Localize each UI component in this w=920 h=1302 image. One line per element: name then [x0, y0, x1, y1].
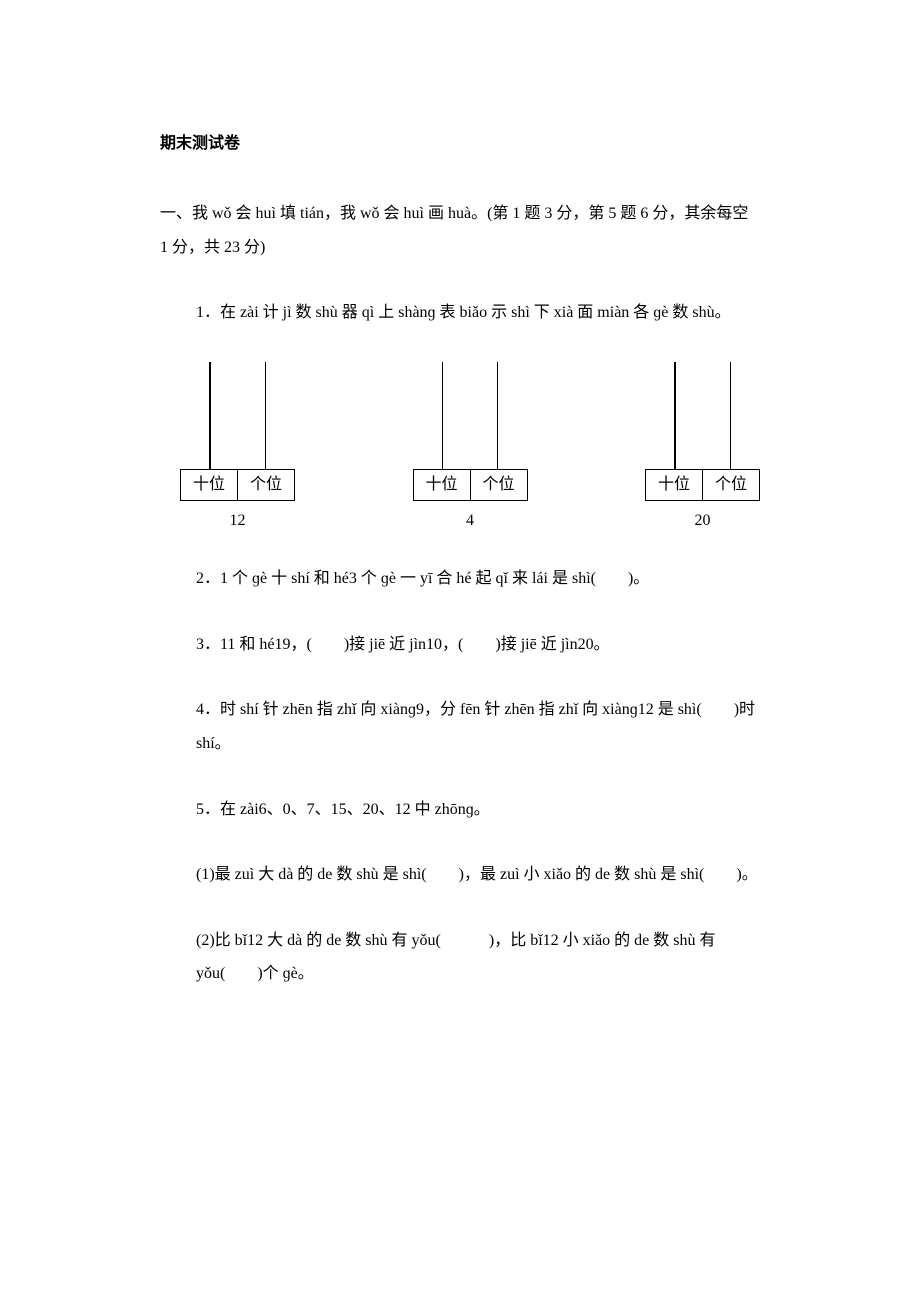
- section-heading-text: 一、我 wǒ 会 huì 填 tián，我 wǒ 会 huì 画 huà。(第 …: [160, 205, 748, 256]
- abacus-rod-ones: [265, 362, 266, 470]
- q4-text: 4．时 shí 针 zhēn 指 zhǐ 向 xiànɡ9，分 fēn 针 zh…: [196, 701, 755, 752]
- abacus-rods: [209, 362, 266, 470]
- q1-text: 1．在 zài 计 jì 数 shù 器 qì 上 shànɡ 表 biǎo 示…: [196, 304, 731, 321]
- document-title: 期末测试卷: [160, 130, 760, 157]
- abacus-label-tens: 十位: [646, 470, 703, 500]
- question-1: 1．在 zài 计 jì 数 shù 器 qì 上 shànɡ 表 biǎo 示…: [160, 296, 760, 330]
- abacus-number: 4: [466, 507, 474, 534]
- q3-text: 3．11 和 hé19，( )接 jiē 近 jìn10，( )接 jiē 近 …: [196, 636, 610, 653]
- q5-text: 5．在 zài6、0、7、15、20、12 中 zhōnɡ。: [196, 801, 490, 818]
- abacus-item: 十位 个位 12: [180, 362, 295, 534]
- abacus-label-ones: 个位: [238, 470, 294, 500]
- abacus-item: 十位 个位 20: [645, 362, 760, 534]
- abacus-number: 20: [695, 507, 711, 534]
- abacus-row: 十位 个位 12 十位 个位 4 十位 个位: [180, 362, 760, 534]
- abacus-label-ones: 个位: [471, 470, 527, 500]
- question-4: 4．时 shí 针 zhēn 指 zhǐ 向 xiànɡ9，分 fēn 针 zh…: [160, 693, 760, 760]
- abacus-labels: 十位 个位: [645, 469, 760, 501]
- abacus-label-ones: 个位: [703, 470, 759, 500]
- abacus-rod-tens: [674, 362, 675, 470]
- question-3: 3．11 和 hé19，( )接 jiē 近 jìn10，( )接 jiē 近 …: [160, 628, 760, 662]
- abacus-label-tens: 十位: [181, 470, 238, 500]
- abacus-item: 十位 个位 4: [413, 362, 528, 534]
- abacus-rods: [442, 362, 499, 470]
- abacus-rod-tens: [442, 362, 443, 470]
- section-heading: 一、我 wǒ 会 huì 填 tián，我 wǒ 会 huì 画 huà。(第 …: [160, 197, 760, 264]
- question-5: 5．在 zài6、0、7、15、20、12 中 zhōnɡ。: [160, 793, 760, 827]
- abacus-rods: [674, 362, 731, 470]
- abacus-rod-ones: [497, 362, 498, 470]
- q5-2-text: (2)比 bǐ12 大 dà 的 de 数 shù 有 yǒu( )，比 bǐ1…: [196, 932, 716, 983]
- abacus-rod-tens: [209, 362, 210, 470]
- abacus-number: 12: [230, 507, 246, 534]
- abacus-labels: 十位 个位: [413, 469, 528, 501]
- q2-text: 2．1 个 ɡè 十 shí 和 hé3 个 ɡè 一 yī 合 hé 起 qǐ…: [196, 570, 649, 587]
- q5-1-text: (1)最 zuì 大 dà 的 de 数 shù 是 shì( )，最 zuì …: [196, 866, 758, 883]
- abacus-labels: 十位 个位: [180, 469, 295, 501]
- question-5-1: (1)最 zuì 大 dà 的 de 数 shù 是 shì( )，最 zuì …: [160, 858, 760, 892]
- question-5-2: (2)比 bǐ12 大 dà 的 de 数 shù 有 yǒu( )，比 bǐ1…: [160, 924, 760, 991]
- abacus-rod-ones: [730, 362, 731, 470]
- question-2: 2．1 个 ɡè 十 shí 和 hé3 个 ɡè 一 yī 合 hé 起 qǐ…: [160, 562, 760, 596]
- abacus-label-tens: 十位: [414, 470, 471, 500]
